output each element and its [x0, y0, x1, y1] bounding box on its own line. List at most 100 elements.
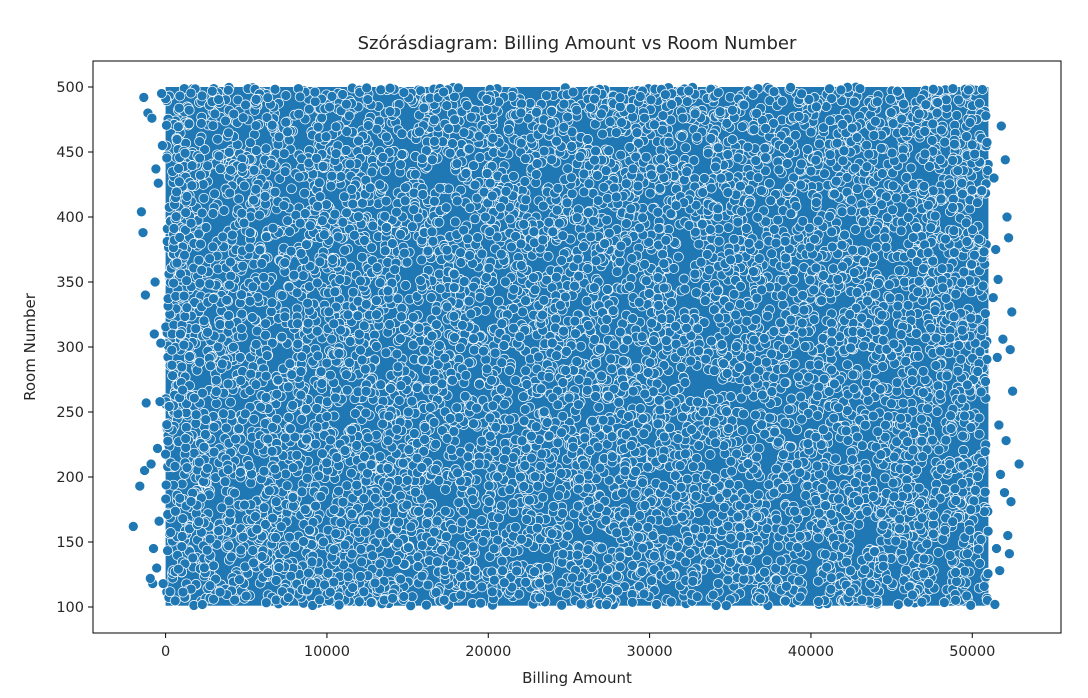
scatter-point	[614, 256, 626, 267]
scatter-point	[689, 268, 701, 280]
scatter-point	[710, 161, 721, 173]
scatter-point	[444, 147, 456, 159]
scatter-point	[783, 404, 795, 415]
scatter-point	[194, 136, 205, 147]
scatter-point	[664, 422, 676, 434]
scatter-point	[678, 273, 690, 285]
scatter-point	[730, 309, 742, 321]
scatter-point	[234, 352, 246, 363]
scatter-point	[297, 270, 309, 282]
scatter-point	[358, 515, 370, 527]
scatter-point	[706, 335, 717, 347]
scatter-point	[633, 532, 645, 543]
scatter-point	[627, 596, 638, 608]
scatter-point	[225, 551, 237, 563]
scatter-point	[562, 530, 573, 542]
scatter-point	[212, 133, 223, 145]
scatter-point	[321, 357, 333, 369]
scatter-point	[423, 507, 434, 519]
scatter-point	[504, 484, 516, 496]
scatter-point	[218, 205, 230, 216]
scatter-point	[704, 264, 715, 276]
scatter-point	[425, 292, 437, 303]
scatter-point	[267, 512, 279, 524]
scatter-point	[553, 490, 564, 502]
scatter-point	[646, 575, 657, 586]
scatter-point	[883, 279, 895, 291]
scatter-point	[248, 413, 260, 425]
scatter-point	[876, 168, 888, 179]
scatter-point	[395, 229, 406, 240]
scatter-point	[478, 345, 489, 357]
scatter-point	[702, 147, 714, 159]
scatter-point	[265, 306, 277, 317]
scatter-point	[856, 440, 868, 452]
scatter-point	[955, 353, 967, 365]
scatter-point	[566, 188, 578, 200]
scatter-point	[965, 599, 977, 611]
chart-title: Szórásdiagram: Billing Amount vs Room Nu…	[358, 33, 797, 54]
scatter-point	[885, 107, 897, 118]
scatter-point	[605, 353, 617, 365]
scatter-point	[917, 423, 928, 435]
scatter-point	[510, 375, 521, 386]
scatter-point	[225, 270, 237, 282]
scatter-point	[468, 344, 480, 356]
scatter-point	[907, 232, 919, 243]
scatter-point	[233, 193, 245, 205]
scatter-point	[859, 256, 870, 268]
scatter-point	[208, 293, 219, 304]
scatter-point	[375, 84, 387, 96]
scatter-point	[673, 251, 684, 263]
scatter-point	[328, 576, 340, 588]
scatter-point	[546, 106, 557, 117]
scatter-point	[771, 513, 782, 525]
scatter-point	[469, 179, 481, 191]
scatter-point	[358, 586, 370, 598]
scatter-point	[947, 83, 959, 94]
scatter-point	[627, 313, 638, 324]
scatter-point	[190, 409, 202, 421]
scatter-point	[918, 180, 930, 192]
scatter-point	[286, 369, 298, 380]
scatter-point	[493, 295, 504, 307]
scatter-point	[813, 381, 825, 393]
scatter-point	[753, 253, 765, 264]
scatter-point	[666, 99, 677, 110]
scatter-point	[374, 451, 386, 462]
scatter-point	[288, 269, 300, 281]
scatter-point	[979, 486, 991, 498]
scatter-point	[861, 139, 872, 151]
scatter-point	[828, 263, 839, 275]
scatter-point	[551, 271, 562, 283]
scatter-point	[812, 575, 824, 587]
scatter-point	[421, 518, 433, 529]
scatter-point	[366, 166, 378, 178]
scatter-point	[973, 428, 985, 440]
scatter-point	[384, 319, 395, 330]
scatter-point	[933, 444, 945, 456]
scatter-point	[811, 460, 823, 472]
scatter-point	[379, 165, 391, 177]
scatter-point	[863, 188, 874, 200]
scatter-point	[708, 365, 720, 377]
scatter-point	[582, 558, 594, 569]
scatter-point	[654, 404, 666, 416]
scatter-point	[712, 142, 724, 154]
scatter-point	[325, 434, 336, 446]
scatter-point	[677, 411, 688, 423]
scatter-point	[204, 533, 216, 545]
scatter-point	[311, 325, 323, 337]
scatter-point	[940, 434, 952, 446]
scatter-point	[725, 532, 737, 544]
scatter-point	[837, 119, 848, 130]
scatter-point	[464, 202, 476, 214]
scatter-point	[575, 340, 587, 352]
scatter-point	[637, 477, 648, 489]
scatter-point	[625, 203, 637, 215]
scatter-point	[847, 369, 859, 381]
scatter-point	[216, 502, 228, 514]
scatter-point	[413, 322, 425, 334]
scatter-point	[422, 579, 434, 591]
scatter-point	[572, 500, 584, 512]
